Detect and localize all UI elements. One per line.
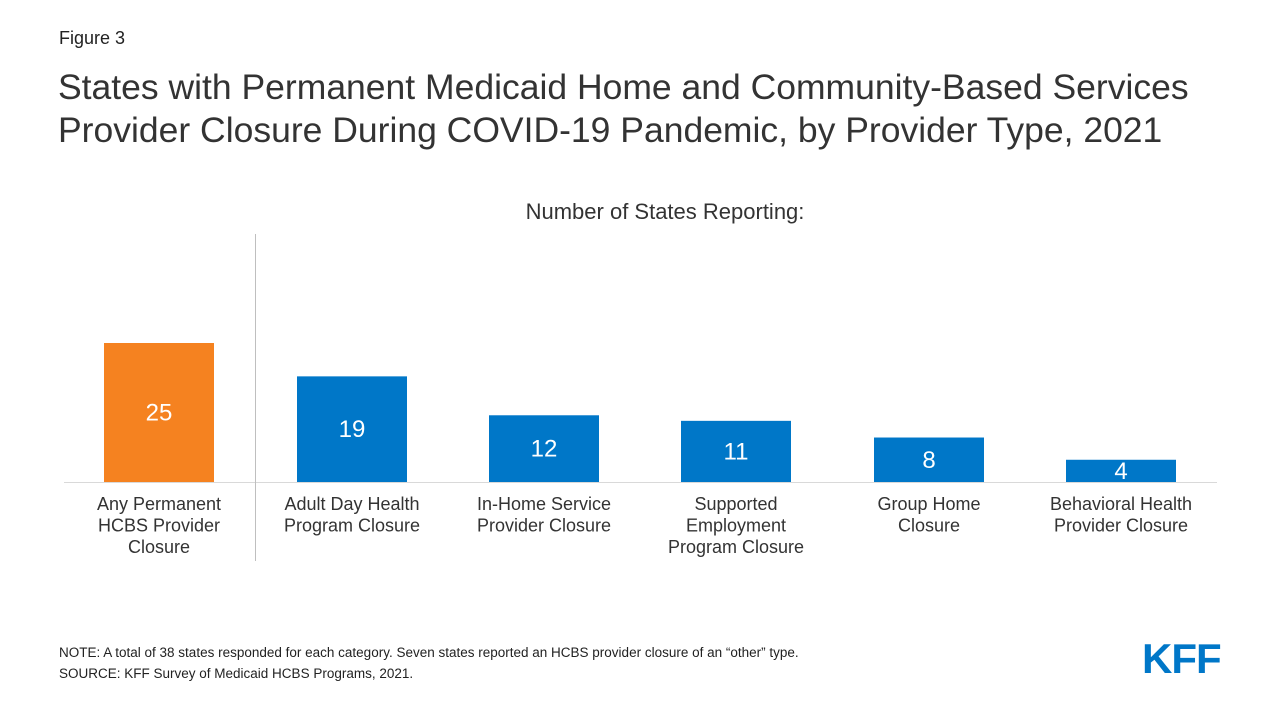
data-label-4: 11 <box>724 438 749 465</box>
category-label-3: In-Home Service Provider Closure <box>477 494 611 536</box>
kff-logo: KFF <box>1142 635 1222 682</box>
data-label-2: 19 <box>339 416 366 443</box>
note-text: NOTE: A total of 38 states responded for… <box>59 645 799 660</box>
chart-title-line-1: States with Permanent Medicaid Home and … <box>58 67 1189 107</box>
chart-title-line-2: Provider Closure During COVID-19 Pandemi… <box>58 110 1163 150</box>
data-label-6: 4 <box>1114 458 1127 485</box>
category-label-4: Supported Employment Program Closure <box>668 494 804 557</box>
data-label-5: 8 <box>922 447 935 474</box>
chart-subtitle: Number of States Reporting: <box>525 199 805 224</box>
source-text: SOURCE: KFF Survey of Medicaid HCBS Prog… <box>59 666 414 681</box>
bar-3 <box>489 415 599 482</box>
category-label-5: Group Home Closure <box>877 494 980 536</box>
bar-2 <box>297 376 407 482</box>
bar-5 <box>874 437 984 482</box>
bar-4 <box>681 420 791 482</box>
data-label-1: 25 <box>146 400 173 427</box>
bar-1 <box>104 343 214 482</box>
data-label-3: 12 <box>531 436 558 463</box>
footnote: NOTE: A total of 38 states responded for… <box>59 642 799 684</box>
category-label-6: Behavioral Health Provider Closure <box>1050 494 1192 536</box>
chart-title: States with Permanent Medicaid Home and … <box>58 66 1268 152</box>
category-label-1: Any Permanent HCBS Provider Closure <box>97 494 221 557</box>
bar-6 <box>1066 459 1176 482</box>
category-label-2: Adult Day Health Program Closure <box>284 494 420 536</box>
figure-label: Figure 3 <box>59 28 126 48</box>
